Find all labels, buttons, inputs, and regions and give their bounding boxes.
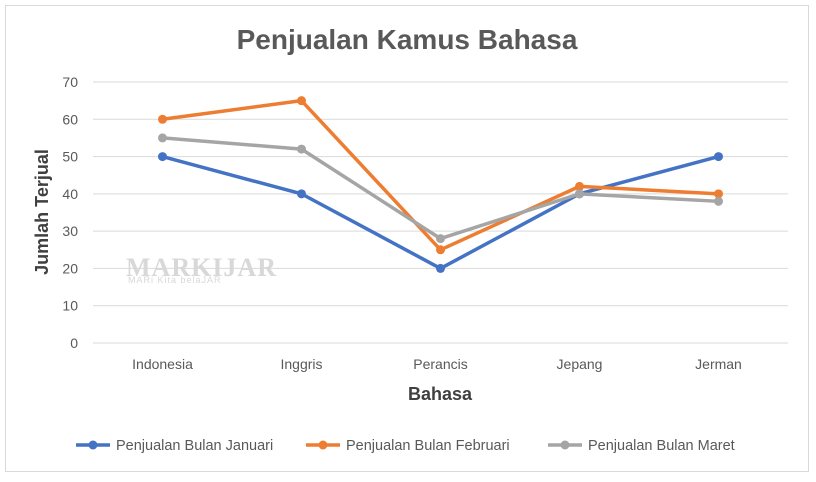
y-tick-label: 20 <box>62 260 78 276</box>
data-point <box>714 152 723 162</box>
data-point <box>297 96 306 106</box>
y-tick-label: 0 <box>70 335 78 351</box>
x-axis-title: Bahasa <box>408 384 473 404</box>
series-line <box>160 98 721 252</box>
data-point <box>158 133 167 143</box>
legend-item: Penjualan Bulan Maret <box>548 438 735 454</box>
series-lines <box>158 96 723 273</box>
legend-marker <box>318 440 328 450</box>
series-2 <box>158 96 723 255</box>
y-tick-label: 50 <box>62 149 78 165</box>
data-point <box>714 189 723 199</box>
watermark-text: MARKIJAR <box>126 253 277 282</box>
x-tick-label: Inggris <box>280 356 322 372</box>
data-point <box>575 181 584 191</box>
data-point <box>575 189 584 199</box>
data-point <box>436 245 445 255</box>
watermark-tagline: MARi Kita belaJAR <box>128 275 222 285</box>
x-tick-label: Perancis <box>413 356 467 372</box>
series-3 <box>158 133 723 244</box>
data-point <box>158 114 167 124</box>
y-tick-label: 30 <box>62 223 78 239</box>
y-axis-ticks: 0 10 20 30 40 50 60 70 <box>62 74 78 351</box>
y-tick-label: 70 <box>62 74 78 90</box>
x-tick-label: Jerman <box>695 356 742 372</box>
y-axis-title: Jumlah Terjual <box>32 149 52 275</box>
legend-marker <box>560 440 570 450</box>
x-tick-label: Jepang <box>557 356 603 372</box>
x-axis-ticks: Indonesia Inggris Perancis Jepang Jerman <box>132 356 742 372</box>
legend-item: Penjualan Bulan Januari <box>76 438 273 454</box>
x-tick-label: Indonesia <box>132 356 193 372</box>
data-point <box>297 144 306 154</box>
chart-title: Penjualan Kamus Bahasa <box>237 24 578 55</box>
y-tick-label: 40 <box>62 186 78 202</box>
chart-frame <box>5 5 809 472</box>
data-point <box>297 189 306 199</box>
y-tick-label: 60 <box>62 111 78 127</box>
gridlines <box>93 81 788 344</box>
legend-label: Penjualan Bulan Maret <box>588 438 735 454</box>
y-tick-label: 10 <box>62 298 78 314</box>
legend-marker <box>88 440 98 450</box>
legend: Penjualan Bulan Januari Penjualan Bulan F… <box>76 438 735 454</box>
data-point <box>714 196 723 206</box>
legend-item: Penjualan Bulan Februari <box>306 438 510 454</box>
data-point <box>436 234 445 244</box>
data-point <box>436 263 445 273</box>
data-point <box>158 152 167 162</box>
legend-label: Penjualan Bulan Februari <box>346 438 510 454</box>
legend-label: Penjualan Bulan Januari <box>116 438 273 454</box>
watermark-logo: MARKIJAR MARi Kita belaJAR <box>126 253 277 285</box>
